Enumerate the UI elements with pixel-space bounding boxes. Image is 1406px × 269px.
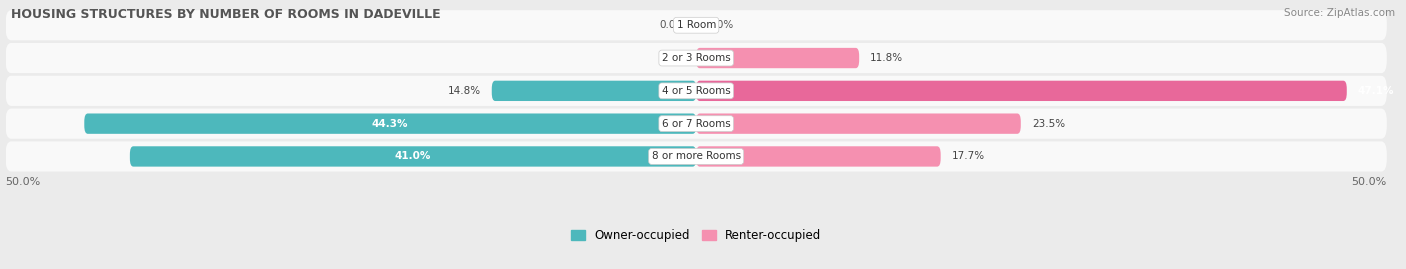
FancyBboxPatch shape [696,81,1347,101]
FancyBboxPatch shape [6,109,1386,139]
Text: 41.0%: 41.0% [395,151,432,161]
Legend: Owner-occupied, Renter-occupied: Owner-occupied, Renter-occupied [567,225,827,247]
Text: 0.0%: 0.0% [659,53,685,63]
Text: HOUSING STRUCTURES BY NUMBER OF ROOMS IN DADEVILLE: HOUSING STRUCTURES BY NUMBER OF ROOMS IN… [11,8,441,21]
FancyBboxPatch shape [6,76,1386,106]
Text: Source: ZipAtlas.com: Source: ZipAtlas.com [1284,8,1395,18]
Text: 0.0%: 0.0% [707,20,734,30]
Text: 0.0%: 0.0% [659,20,685,30]
FancyBboxPatch shape [6,141,1386,172]
FancyBboxPatch shape [696,48,859,68]
FancyBboxPatch shape [129,146,696,167]
FancyBboxPatch shape [492,81,696,101]
FancyBboxPatch shape [6,10,1386,40]
FancyBboxPatch shape [696,114,1021,134]
Text: 23.5%: 23.5% [1032,119,1064,129]
Text: 8 or more Rooms: 8 or more Rooms [651,151,741,161]
FancyBboxPatch shape [84,114,696,134]
Text: 2 or 3 Rooms: 2 or 3 Rooms [662,53,731,63]
Text: 17.7%: 17.7% [952,151,984,161]
Text: 4 or 5 Rooms: 4 or 5 Rooms [662,86,731,96]
Text: 47.1%: 47.1% [1358,86,1395,96]
Text: 50.0%: 50.0% [1351,177,1386,187]
Text: 11.8%: 11.8% [870,53,904,63]
FancyBboxPatch shape [6,43,1386,73]
Text: 44.3%: 44.3% [373,119,409,129]
Text: 50.0%: 50.0% [6,177,41,187]
Text: 1 Room: 1 Room [676,20,716,30]
Text: 14.8%: 14.8% [447,86,481,96]
Text: 6 or 7 Rooms: 6 or 7 Rooms [662,119,731,129]
FancyBboxPatch shape [696,146,941,167]
